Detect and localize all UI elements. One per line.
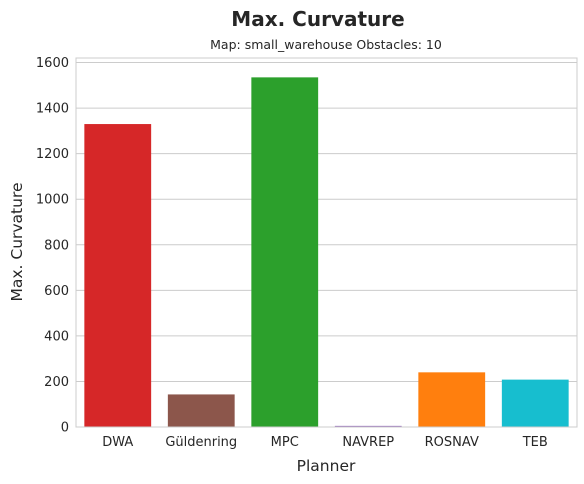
chart-title: Max. Curvature xyxy=(231,7,404,31)
y-tick-label: 400 xyxy=(44,329,69,344)
chart-subtitle: Map: small_warehouse Obstacles: 10 xyxy=(210,37,442,52)
y-gridlines xyxy=(76,62,577,428)
y-axis-label: Max. Curvature xyxy=(8,182,26,301)
y-tick-labels: 0 200 400 600 800 1000 1200 1400 1600 xyxy=(36,56,69,435)
bar-rosnav xyxy=(418,372,486,427)
x-tick-label: DWA xyxy=(102,435,133,450)
x-tick-label: MPC xyxy=(271,435,299,450)
bar-g-ldenring xyxy=(167,394,235,427)
x-tick-label: Güldenring xyxy=(165,435,237,450)
y-tick-label: 0 xyxy=(61,421,69,436)
y-tick-label: 1600 xyxy=(36,56,69,71)
bar-mpc xyxy=(251,77,319,427)
x-tick-label: TEB xyxy=(522,435,548,450)
plot-frame xyxy=(75,57,578,428)
x-tick-label: NAVREP xyxy=(342,435,394,450)
y-tick-label: 200 xyxy=(44,375,69,390)
bar-navrep xyxy=(334,425,402,427)
y-tick-label: 1000 xyxy=(36,193,69,208)
x-axis-label: Planner xyxy=(297,457,356,475)
x-tick-labels: DWA Güldenring MPC NAVREP ROSNAV TEB xyxy=(102,435,548,450)
y-tick-label: 600 xyxy=(44,284,69,299)
bar-dwa xyxy=(84,124,152,428)
y-tick-label: 800 xyxy=(44,238,69,253)
y-tick-label: 1400 xyxy=(36,102,69,117)
x-tick-label: ROSNAV xyxy=(425,435,479,450)
bars xyxy=(84,77,569,428)
y-tick-label: 1200 xyxy=(36,147,69,162)
bar-teb xyxy=(501,379,569,427)
